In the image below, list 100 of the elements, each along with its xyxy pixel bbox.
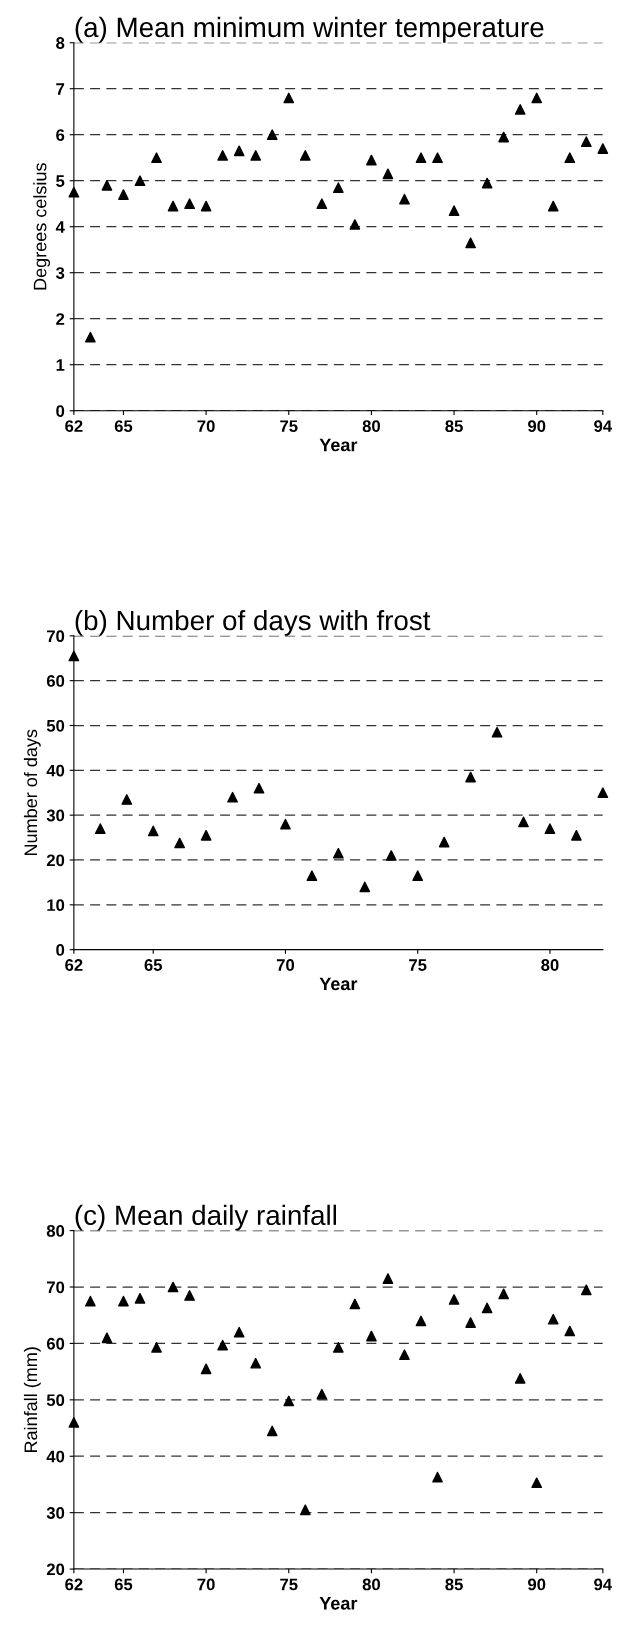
- point: [68, 650, 80, 662]
- point: [514, 104, 526, 115]
- y-tick-label: 5: [56, 175, 65, 187]
- y-tick-label: 30: [46, 809, 65, 822]
- y-tick-label: 50: [46, 1394, 65, 1407]
- point: [184, 1290, 195, 1301]
- point: [101, 1332, 113, 1344]
- point: [121, 794, 133, 805]
- x-tick-label: 80: [362, 420, 380, 433]
- point: [580, 1284, 592, 1296]
- point: [415, 1315, 427, 1327]
- point: [465, 1317, 476, 1328]
- x-tick-label: 62: [65, 420, 83, 433]
- point: [283, 92, 295, 104]
- y-tick-label: 4: [55, 221, 65, 233]
- point: [184, 198, 195, 210]
- point: [438, 836, 450, 848]
- point: [564, 1325, 576, 1337]
- point: [266, 129, 278, 141]
- point: [250, 150, 262, 161]
- y-tick-label: 2: [56, 313, 65, 325]
- point: [266, 1425, 278, 1437]
- point: [283, 1395, 295, 1407]
- point: [167, 200, 179, 212]
- point: [432, 1471, 443, 1483]
- point: [299, 1504, 311, 1516]
- point: [233, 1326, 245, 1338]
- point: [432, 152, 443, 164]
- point: [200, 1363, 212, 1375]
- x-axis-title: Year: [319, 1597, 358, 1610]
- point: [134, 175, 146, 187]
- point: [299, 150, 311, 161]
- y-tick-label: 40: [46, 1450, 65, 1463]
- point: [306, 870, 318, 882]
- x-tick-label: 65: [144, 959, 163, 971]
- point: [571, 829, 582, 841]
- point: [253, 782, 265, 794]
- y-axis-title: Degrees celsius: [33, 163, 51, 290]
- point: [481, 177, 493, 189]
- y-tick-label: 60: [46, 1337, 65, 1350]
- point: [147, 825, 159, 837]
- point: [250, 1357, 262, 1369]
- x-tick-label: 94: [594, 420, 613, 433]
- point: [118, 1295, 129, 1307]
- y-tick-label: 20: [46, 854, 65, 867]
- x-tick-label: 90: [528, 420, 546, 433]
- point: [544, 823, 556, 834]
- point: [349, 219, 361, 230]
- x-tick-label: 75: [280, 420, 298, 433]
- point: [415, 152, 427, 164]
- point: [531, 92, 543, 104]
- y-tick-label: 0: [56, 944, 65, 956]
- chart-title: (b) Number of days with frost: [75, 609, 431, 636]
- x-tick-label: 94: [594, 1578, 613, 1591]
- point: [547, 1313, 559, 1325]
- point: [518, 816, 529, 828]
- point: [382, 1273, 394, 1284]
- y-tick-label: 40: [46, 764, 65, 777]
- point: [227, 791, 238, 803]
- point: [385, 850, 397, 861]
- point: [94, 823, 106, 834]
- y-tick-label: 3: [55, 267, 65, 279]
- y-tick-label: 60: [46, 675, 65, 687]
- point: [547, 200, 559, 212]
- y-tick-label: 10: [47, 899, 65, 912]
- point: [597, 143, 609, 154]
- y-axis-title: Rainfall (mm): [23, 1347, 41, 1453]
- x-axis-title: Year: [319, 977, 358, 991]
- point: [498, 1288, 510, 1300]
- y-tick-label: 50: [46, 719, 65, 732]
- point: [531, 1477, 543, 1489]
- x-tick-label: 70: [197, 420, 215, 433]
- x-tick-label: 62: [65, 959, 83, 971]
- point: [233, 145, 245, 157]
- point: [349, 1298, 361, 1310]
- y-tick-label: 8: [56, 37, 65, 49]
- y-tick-label: 1: [56, 359, 65, 371]
- y-tick-label: 0: [56, 405, 65, 417]
- point: [412, 870, 424, 882]
- point: [118, 189, 129, 200]
- point: [366, 1330, 377, 1342]
- point: [399, 193, 410, 205]
- point: [498, 131, 510, 143]
- point: [85, 331, 96, 343]
- point: [68, 186, 80, 198]
- point: [101, 179, 113, 191]
- x-tick-label: 65: [114, 1578, 133, 1591]
- point: [200, 200, 212, 212]
- point: [399, 1349, 410, 1361]
- y-tick-label: 70: [47, 1281, 65, 1294]
- point: [580, 136, 592, 147]
- x-tick-label: 85: [445, 1578, 463, 1591]
- x-tick-label: 75: [409, 959, 427, 971]
- point: [332, 1342, 344, 1353]
- point: [514, 1373, 526, 1384]
- point: [332, 182, 344, 193]
- chart-title: (a) Mean minimum winter temperature: [75, 16, 544, 43]
- point: [200, 829, 212, 841]
- point: [316, 1388, 328, 1400]
- x-tick-label: 80: [541, 959, 559, 971]
